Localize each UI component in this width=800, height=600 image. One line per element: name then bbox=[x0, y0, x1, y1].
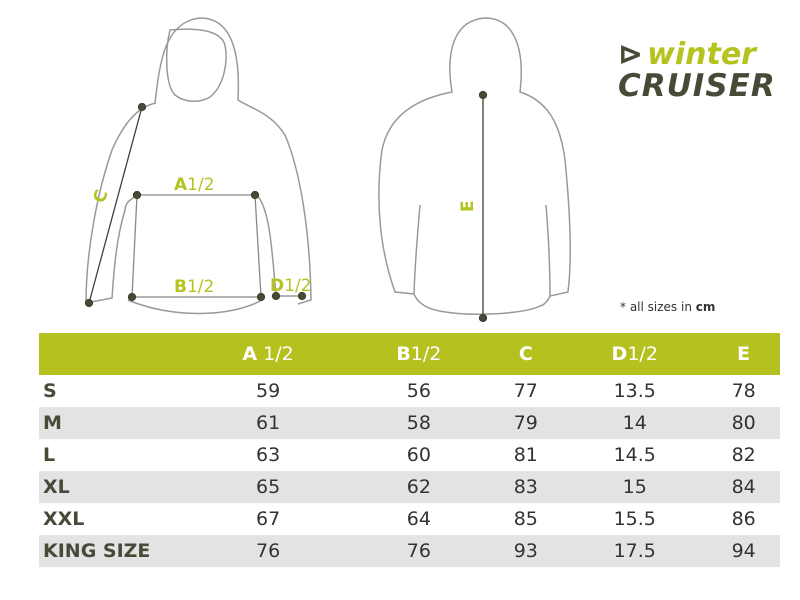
size-value: 15 bbox=[562, 471, 708, 503]
size-label: XL bbox=[39, 471, 188, 503]
size-value: 79 bbox=[489, 407, 563, 439]
front-hoodie-outline bbox=[85, 17, 312, 315]
front-measure-lines bbox=[84, 102, 307, 308]
size-value: 93 bbox=[489, 535, 563, 567]
winter-cruiser-logo: ⊳ winter CRUISER bbox=[618, 37, 778, 104]
size-value: 62 bbox=[348, 471, 490, 503]
col-d: D1/2 bbox=[562, 333, 708, 375]
size-value: 83 bbox=[489, 471, 563, 503]
table-row: L 63 60 81 14.5 82 bbox=[39, 439, 780, 471]
logo-line1: winter bbox=[647, 37, 756, 72]
size-value: 14.5 bbox=[613, 444, 656, 466]
size-label: KING SIZE bbox=[39, 535, 188, 567]
size-value: 64 bbox=[406, 508, 431, 530]
size-label: M bbox=[39, 407, 188, 439]
arrow-logo-icon: ⊳ bbox=[618, 37, 644, 72]
size-value: 82 bbox=[731, 444, 756, 466]
size-value: 94 bbox=[707, 535, 780, 567]
size-value: 85 bbox=[513, 508, 538, 530]
size-label: XXL bbox=[43, 508, 85, 530]
size-value: 63 bbox=[256, 444, 281, 466]
size-label: L bbox=[43, 444, 56, 466]
size-value: 86 bbox=[731, 508, 756, 530]
table-header: A 1/2 B1/2 C D1/2 E bbox=[39, 333, 780, 375]
size-value: 14 bbox=[562, 407, 708, 439]
units-note: * all sizes in cm bbox=[620, 300, 716, 314]
logo-line2: CRUISER bbox=[618, 68, 776, 104]
size-value: 61 bbox=[188, 407, 349, 439]
size-value: 65 bbox=[188, 471, 349, 503]
col-b: B1/2 bbox=[348, 333, 490, 375]
size-value: 76 bbox=[348, 535, 490, 567]
col-a: A 1/2 bbox=[188, 333, 349, 375]
size-value: 84 bbox=[707, 471, 780, 503]
size-table: A 1/2 B1/2 C D1/2 E S 59 56 77 13.5 78 M 61 58 79… bbox=[39, 333, 780, 567]
size-value: 17.5 bbox=[562, 535, 708, 567]
size-value: 59 bbox=[256, 380, 281, 402]
table-row: XXL 67 64 85 15.5 86 bbox=[39, 503, 780, 535]
col-c: C bbox=[489, 333, 563, 375]
label-e: E bbox=[458, 200, 478, 212]
size-value: 67 bbox=[256, 508, 281, 530]
size-value: 60 bbox=[406, 444, 431, 466]
table-row: KING SIZE 76 76 93 17.5 94 bbox=[39, 535, 780, 567]
col-e: E bbox=[707, 333, 780, 375]
table-row: XL 65 62 83 15 84 bbox=[39, 471, 780, 503]
back-hoodie-outline bbox=[378, 17, 571, 315]
hoodie-diagrams: A1/2 B1/2 D1/2 C E bbox=[84, 17, 571, 323]
size-label: S bbox=[43, 380, 57, 402]
size-value: 81 bbox=[513, 444, 538, 466]
size-value: 13.5 bbox=[613, 380, 656, 402]
back-measure-line bbox=[478, 90, 488, 323]
size-value: 15.5 bbox=[613, 508, 656, 530]
table-row: M 61 58 79 14 80 bbox=[39, 407, 780, 439]
size-value: 56 bbox=[406, 380, 431, 402]
size-value: 76 bbox=[188, 535, 349, 567]
table-row: S 59 56 77 13.5 78 bbox=[39, 375, 780, 407]
size-value: 77 bbox=[513, 380, 538, 402]
size-value: 78 bbox=[731, 380, 756, 402]
label-d: D1/2 bbox=[270, 276, 311, 296]
size-value: 80 bbox=[707, 407, 780, 439]
label-b: B1/2 bbox=[174, 277, 214, 297]
label-a: A1/2 bbox=[174, 175, 215, 195]
label-c: C bbox=[90, 187, 113, 205]
size-value: 58 bbox=[348, 407, 490, 439]
